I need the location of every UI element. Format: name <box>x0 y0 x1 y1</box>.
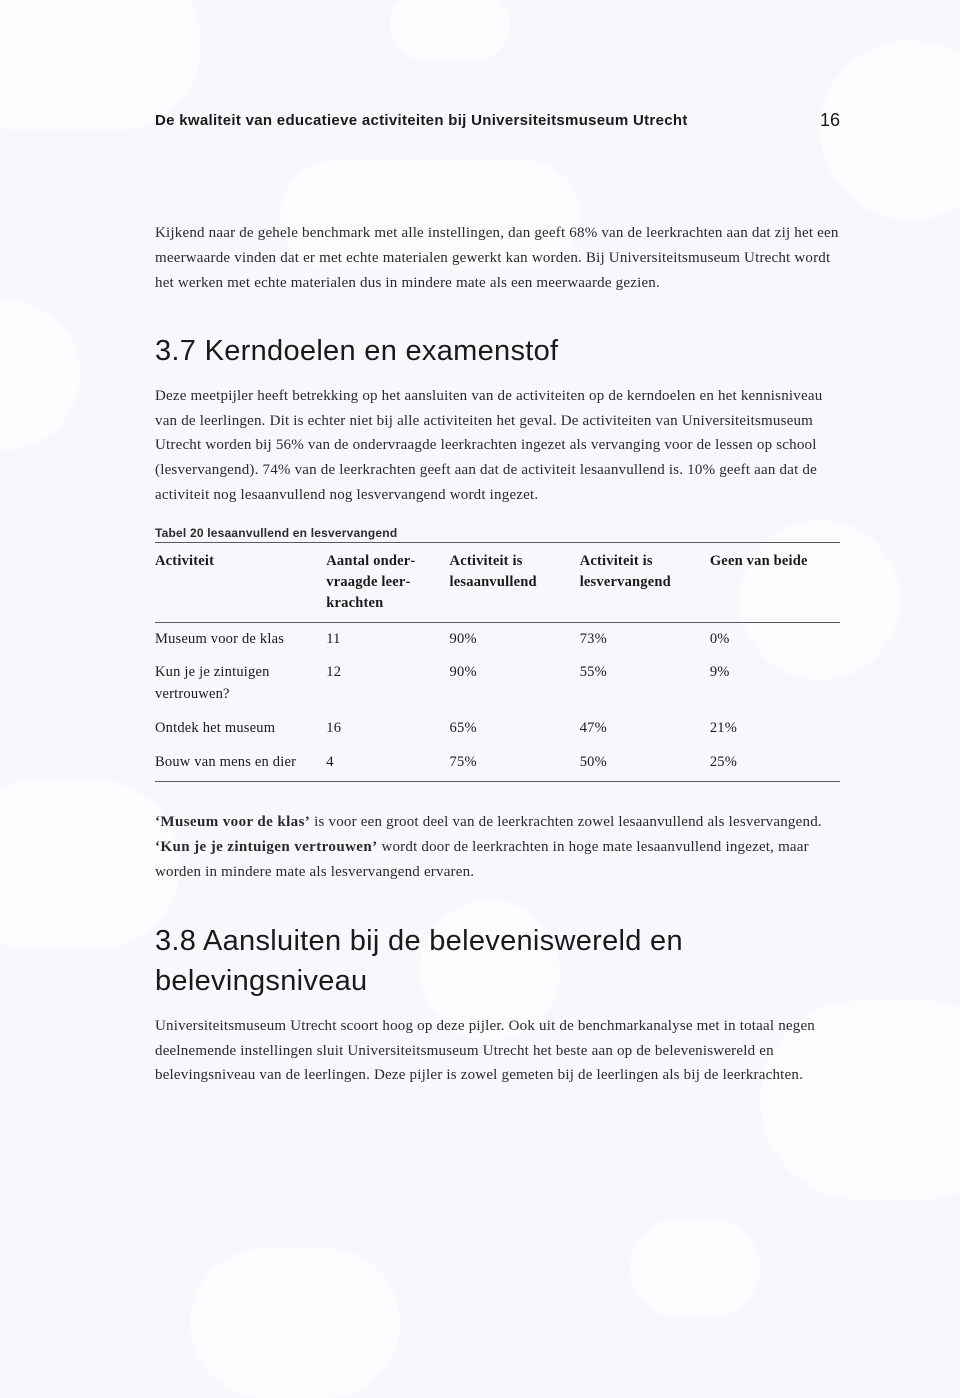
table-20-caption: Tabel 20 lesaanvullend en lesvervangend <box>155 526 840 540</box>
intro-paragraph: Kijkend naar de gehele benchmark met all… <box>155 221 840 295</box>
section-3-8-heading: 3.8 Aansluiten bij de beleveniswereld en… <box>155 921 840 1002</box>
table-cell: 16 <box>326 712 449 746</box>
table-row: Kun je je zintuigen vertrouwen?1290%55%9… <box>155 656 840 712</box>
table-cell: 9% <box>710 656 840 712</box>
table-cell: 50% <box>580 746 710 782</box>
table-cell: 75% <box>450 746 580 782</box>
bold-phrase: ‘Kun je je zintuigen vertrouwen’ <box>155 839 378 855</box>
table-row: Bouw van mens en dier475%50%25% <box>155 746 840 782</box>
table-20: Activiteit Aantal onder­vraagde leer­kra… <box>155 542 840 783</box>
table-cell: 65% <box>450 712 580 746</box>
table-cell: 90% <box>450 622 580 656</box>
table-cell: 90% <box>450 656 580 712</box>
running-head-title: De kwaliteit van educatieve activiteiten… <box>155 112 688 129</box>
table-cell: Ontdek het museum <box>155 712 326 746</box>
table-row: Ontdek het museum1665%47%21% <box>155 712 840 746</box>
table-header-cell: Activiteit <box>155 542 326 622</box>
section-3-7-heading: 3.7 Kerndoelen en examenstof <box>155 331 840 372</box>
table-cell: Museum voor de klas <box>155 622 326 656</box>
table-header-cell: Activiteit is lesvervangend <box>580 542 710 622</box>
table-cell: 12 <box>326 656 449 712</box>
table-cell: Kun je je zintuigen vertrouwen? <box>155 656 326 712</box>
table-header-cell: Geen van beide <box>710 542 840 622</box>
section-3-7-paragraph: Deze meetpijler heeft betrekking op het … <box>155 384 840 508</box>
table-cell: 21% <box>710 712 840 746</box>
table-cell: 25% <box>710 746 840 782</box>
text-span: is voor een groot deel van de leerkracht… <box>310 814 822 830</box>
table-cell: 11 <box>326 622 449 656</box>
table-cell: Bouw van mens en dier <box>155 746 326 782</box>
page-number: 16 <box>820 110 840 131</box>
table-cell: 55% <box>580 656 710 712</box>
table-header-row: Activiteit Aantal onder­vraagde leer­kra… <box>155 542 840 622</box>
table-cell: 73% <box>580 622 710 656</box>
table-cell: 4 <box>326 746 449 782</box>
paragraph-after-table: ‘Museum voor de klas’ is voor een groot … <box>155 810 840 884</box>
section-3-8-paragraph: Universiteitsmuseum Utrecht scoort hoog … <box>155 1014 840 1088</box>
bold-phrase: ‘Museum voor de klas’ <box>155 814 310 830</box>
running-head: De kwaliteit van educatieve activiteiten… <box>155 110 840 131</box>
table-20-body: Museum voor de klas1190%73%0%Kun je je z… <box>155 622 840 782</box>
table-cell: 47% <box>580 712 710 746</box>
table-header-cell: Aantal onder­vraagde leer­krachten <box>326 542 449 622</box>
table-header-cell: Activiteit is lesaanvullend <box>450 542 580 622</box>
table-row: Museum voor de klas1190%73%0% <box>155 622 840 656</box>
page-content: De kwaliteit van educatieve activiteiten… <box>0 0 960 1226</box>
table-cell: 0% <box>710 622 840 656</box>
